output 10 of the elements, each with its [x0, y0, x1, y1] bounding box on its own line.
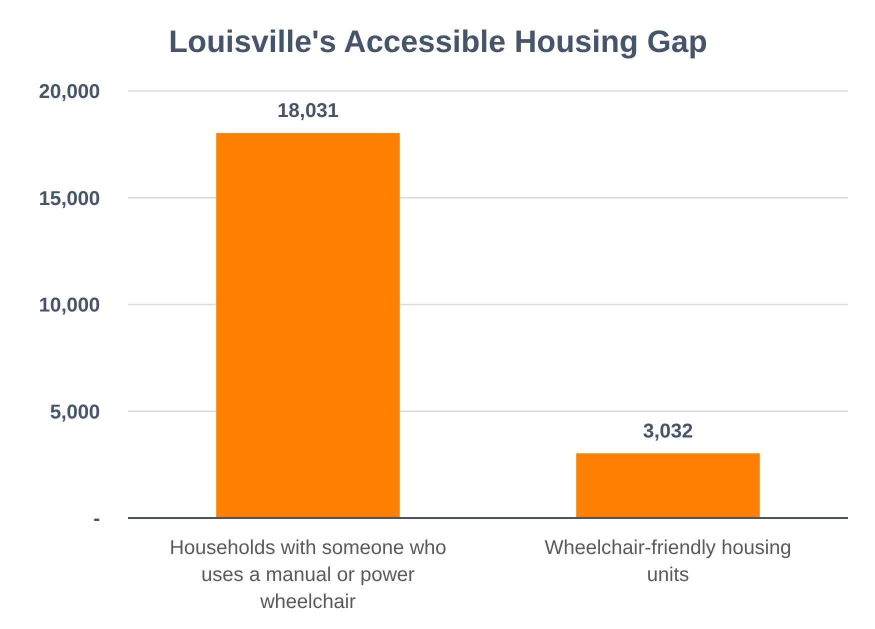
data-label: 3,032	[642, 420, 694, 442]
y-tick-label: -	[93, 508, 100, 530]
y-tick-label: 10,000	[38, 294, 100, 316]
x-tick-label: Households with someone who uses a manual or power wheelchair	[170, 537, 446, 613]
x-tick-label: Wheelchair-friendly housing units	[544, 537, 792, 586]
y-tick-label: 15,000	[38, 188, 100, 210]
chart-title: Louisville's Accessible Housing Gap	[168, 24, 708, 59]
y-tick-label: 20,000	[38, 81, 100, 103]
data-label: 18,031	[277, 100, 339, 122]
y-tick-label: 5,000	[50, 401, 100, 424]
